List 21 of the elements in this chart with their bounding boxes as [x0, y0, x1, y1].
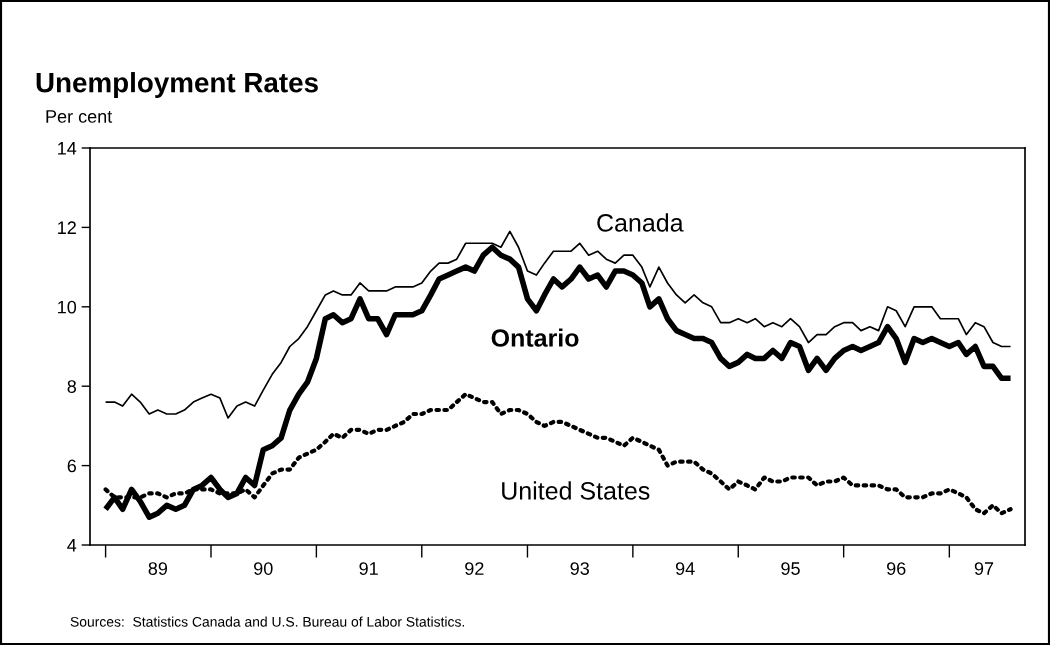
x-tick-label: 97 — [974, 562, 994, 575]
x-tick-label: 89 — [148, 562, 168, 575]
x-tick-label: 94 — [675, 562, 695, 575]
series-label: Canada — [597, 213, 684, 232]
y-tick-label: 10 — [58, 300, 77, 314]
x-tick-label: 93 — [570, 562, 589, 575]
series-label: Ontario — [491, 328, 579, 347]
x-tick-label: 95 — [781, 562, 800, 575]
series-label: United States — [502, 481, 650, 500]
x-tick-label: 91 — [359, 562, 378, 575]
y-tick-label: 4 — [67, 539, 77, 552]
y-tick-label: 12 — [58, 221, 76, 234]
y-tick-label: 8 — [67, 380, 77, 393]
source-note: Sources: Statistics Canada and U.S. Bureau of Labor Statistics. — [70, 616, 464, 627]
x-tick-label: 96 — [887, 562, 906, 575]
x-tick-label: 90 — [254, 562, 273, 575]
y-axis-title: Per cent — [46, 110, 113, 123]
y-tick-label: 14 — [58, 142, 77, 155]
y-tick-label: 6 — [67, 459, 77, 473]
x-tick-label: 92 — [465, 562, 484, 575]
chart-title: Unemployment Rates — [36, 72, 318, 98]
